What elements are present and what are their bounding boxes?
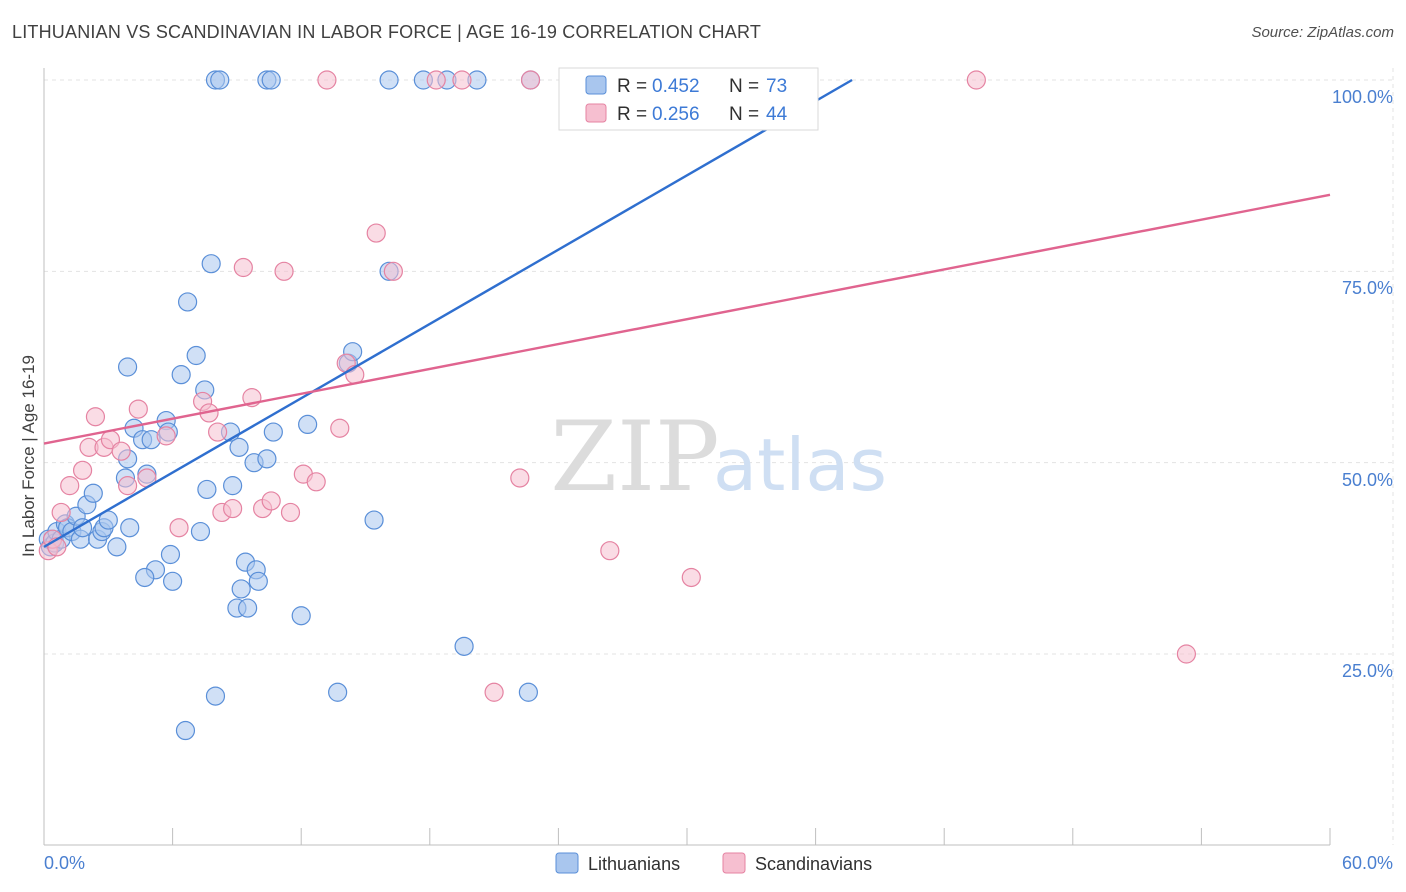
chart-title: LITHUANIAN VS SCANDINAVIAN IN LABOR FORC… [12, 22, 762, 42]
lithuanians-point-28 [117, 357, 138, 377]
lithuanians-point-13 [83, 483, 103, 503]
lithuanians-point-37 [190, 521, 211, 542]
lithuanians-point-59 [364, 510, 384, 530]
lithuanians-trend-line [43, 78, 853, 548]
scandinavians-point-36 [681, 567, 701, 588]
x-tick-label-max: 60.0% [1342, 853, 1393, 873]
scandinavians-point-42 [520, 70, 541, 90]
scandinavians-point-10 [111, 441, 131, 461]
lithuanians-point-52 [257, 449, 277, 469]
lithuanians-point-64 [210, 70, 230, 90]
scandinavians-point-29 [330, 418, 350, 438]
series-legend-label-scandinavians: Scandinavians [755, 854, 872, 874]
lithuanians-point-35 [178, 292, 198, 312]
lithuanians-point-43 [223, 476, 243, 496]
legend-r-label-scandinavians: R = [617, 104, 652, 125]
axis-ticks [43, 828, 1331, 845]
scandinavians-point-15 [169, 518, 189, 538]
legend-n-label-scandinavians: N = [729, 104, 764, 125]
legend-r-value-lithuanians: 0.452 [652, 76, 700, 97]
scandinavians-point-24 [261, 491, 281, 511]
scandinavians-point-32 [366, 223, 386, 243]
lithuanians-point-41 [205, 686, 226, 706]
legend-swatch-lithuanians [585, 75, 607, 95]
scandinavians-point-41 [452, 70, 472, 90]
scandinavians-point-25 [274, 261, 294, 281]
lithuanians-point-55 [298, 414, 318, 434]
scandinavians-point-4 [60, 476, 80, 496]
lithuanians-point-66 [261, 70, 281, 90]
series-legend-swatch-lithuanians [555, 852, 579, 874]
scandinavians-point-38 [1176, 644, 1196, 664]
y-tick-label-25: 25.0% [1342, 661, 1393, 681]
y-axis-label: In Labor Force | Age 16-19 [19, 355, 38, 557]
scandinavians-point-39 [317, 70, 337, 90]
source-label: Source: ZipAtlas.com [1251, 24, 1394, 41]
lithuanians-point-48 [238, 598, 258, 618]
scandinavians-point-40 [426, 70, 446, 90]
lithuanians-point-54 [291, 606, 311, 626]
scandinavians-point-20 [223, 498, 243, 519]
lithuanians-point-67 [379, 70, 399, 90]
legend-r-value-scandinavians: 0.256 [652, 104, 700, 125]
scandinavians-points [38, 70, 1196, 702]
y-tick-label-50: 50.0% [1342, 470, 1393, 490]
lithuanians-point-34 [175, 720, 196, 741]
scandinavians-point-12 [128, 399, 148, 419]
scandinavians-point-14 [156, 426, 176, 446]
scandinavians-point-11 [117, 476, 138, 496]
watermark-zip: ZIP [550, 401, 719, 513]
lithuanians-point-61 [454, 636, 474, 656]
series-legend-label-lithuanians: Lithuanians [588, 854, 680, 874]
scandinavians-point-3 [51, 502, 71, 523]
watermark-atlas: atlas [713, 423, 887, 507]
legend-n-value-lithuanians: 73 [766, 76, 787, 97]
lithuanians-point-46 [231, 579, 251, 599]
lithuanians-point-31 [160, 544, 181, 565]
lithuanians-point-53 [263, 422, 283, 442]
scandinavians-point-33 [383, 261, 403, 281]
lithuanians-point-18 [107, 537, 127, 557]
x-tick-label-min: 0.0% [44, 853, 85, 873]
lithuanians-point-40 [201, 254, 221, 274]
scandinavians-point-5 [72, 460, 93, 480]
scandinavians-point-18 [208, 422, 228, 442]
scandinavians-point-7 [85, 407, 106, 427]
lithuanians-point-33 [171, 365, 191, 385]
scandinavians-point-26 [280, 502, 301, 523]
lithuanians-point-56 [328, 682, 348, 702]
lithuanians-point-39 [197, 479, 217, 500]
scandinavians-trend-line [43, 193, 1331, 445]
legend-n-value-scandinavians: 44 [766, 104, 788, 125]
legend-n-label-lithuanians: N = [729, 76, 764, 97]
lithuanians-point-21 [120, 518, 140, 538]
scandinavians-point-21 [233, 257, 253, 278]
series-legend: Lithuanians Scandinavians [555, 852, 872, 874]
scandinavians-point-28 [306, 472, 326, 492]
scandinavians-point-43 [966, 70, 986, 90]
y-tick-label-100: 100.0% [1332, 87, 1393, 107]
lithuanians-point-36 [186, 345, 206, 366]
scandinavians-point-37 [484, 682, 504, 702]
lithuanians-point-51 [248, 571, 268, 591]
scandinavians-point-35 [600, 541, 620, 561]
lithuanians-point-62 [518, 682, 538, 702]
y-tick-label-75: 75.0% [1342, 278, 1393, 298]
lithuanians-point-45 [229, 437, 249, 457]
legend-r-label-lithuanians: R = [617, 76, 652, 97]
stats-legend: R = 0.452 N = 73 R = 0.256 N = 44 [558, 67, 819, 131]
trend-lines [43, 78, 1331, 548]
lithuanians-point-30 [135, 567, 155, 588]
series-legend-swatch-scandinavians [722, 852, 746, 874]
legend-swatch-scandinavians [585, 103, 607, 123]
scandinavians-point-34 [510, 468, 530, 488]
lithuanians-point-32 [163, 571, 183, 591]
